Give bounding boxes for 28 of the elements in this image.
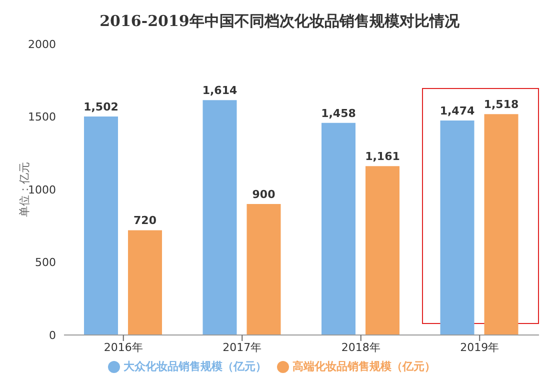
- bar: [128, 230, 162, 335]
- text: 1,502: [84, 100, 118, 114]
- bar: [366, 166, 400, 335]
- text: 1,161: [365, 150, 400, 164]
- legend-label: 高端化妆品销售规模（亿元）: [292, 360, 436, 373]
- bar: [322, 122, 356, 335]
- text: 720: [134, 214, 156, 228]
- text: 1,458: [321, 106, 356, 120]
- chart-title: 2016-2019年中国不同档次化妆品销售规模对比情况: [98, 11, 460, 32]
- bar: [246, 204, 281, 335]
- legend-label: 大众化妆品销售规模（亿元）: [124, 360, 266, 373]
- text: 1,518: [484, 98, 519, 112]
- x-tick-label: 2016年: [104, 340, 143, 354]
- text: 1,614: [202, 84, 238, 98]
- y-tick-label: 1500: [28, 110, 56, 124]
- x-tick-label: 2017年: [222, 340, 262, 354]
- y-tick-label: 2000: [28, 38, 56, 51]
- y-tick-label: 0: [49, 328, 56, 342]
- text: 1,474: [440, 104, 475, 118]
- bar: [440, 120, 474, 335]
- x-tick-label: 2019年: [460, 340, 500, 354]
- y-tick-label: 1000: [28, 183, 56, 196]
- bar: [202, 100, 237, 335]
- bar: [484, 114, 518, 335]
- text: 900: [252, 188, 276, 202]
- x-tick-label: 2018年: [341, 340, 380, 354]
- bar: [84, 116, 118, 335]
- y-tick-label: 500: [35, 256, 56, 270]
